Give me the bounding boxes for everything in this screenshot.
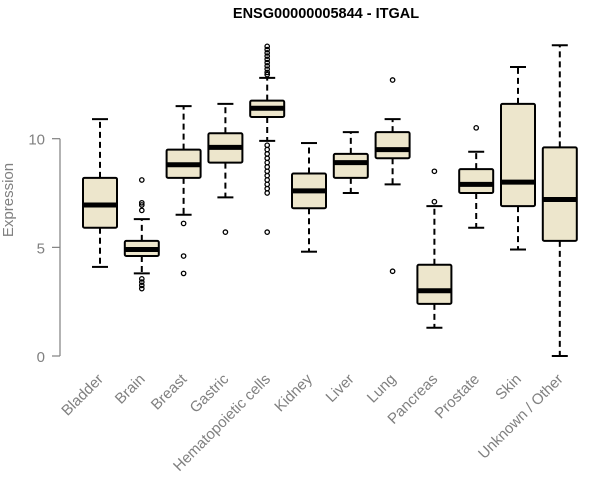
outlier-point bbox=[138, 276, 145, 282]
outlier-point bbox=[180, 253, 187, 259]
outlier-point bbox=[264, 63, 271, 69]
box-iqr bbox=[416, 263, 453, 305]
x-tick-label: Prostate bbox=[431, 371, 483, 423]
box-hematopoietic-cells bbox=[249, 43, 286, 235]
box-lung bbox=[374, 77, 411, 275]
outlier-point bbox=[138, 202, 145, 208]
outlier-point bbox=[180, 270, 187, 277]
outlier-point bbox=[138, 207, 145, 214]
outlier-point bbox=[222, 229, 229, 235]
box-iqr bbox=[458, 168, 495, 195]
outlier-point bbox=[138, 199, 145, 206]
box-brain bbox=[123, 177, 160, 292]
outlier-point bbox=[264, 66, 271, 73]
outlier-point bbox=[180, 220, 187, 227]
y-tick-label: 0 bbox=[37, 349, 45, 366]
outlier-point bbox=[431, 168, 438, 175]
box-skin bbox=[500, 65, 536, 251]
outlier-point bbox=[138, 285, 145, 292]
x-tick-label: Breast bbox=[148, 370, 191, 413]
box-iqr bbox=[332, 152, 369, 179]
y-tick-label: 5 bbox=[37, 240, 45, 257]
box-iqr bbox=[500, 102, 536, 208]
box-liver bbox=[332, 131, 369, 195]
x-tick-label: Brain bbox=[112, 371, 149, 408]
outlier-point bbox=[264, 142, 271, 149]
y-axis: 0 5 10 bbox=[28, 132, 61, 366]
x-tick-label: Kidney bbox=[271, 370, 316, 415]
outlier-point bbox=[138, 177, 145, 183]
outlier-point bbox=[264, 229, 271, 235]
box-kidney bbox=[291, 142, 327, 253]
x-tick-label: Liver bbox=[323, 371, 358, 406]
x-tick-label: Lung bbox=[364, 371, 400, 407]
box-prostate bbox=[458, 124, 495, 229]
outlier-point bbox=[264, 69, 271, 76]
y-axis-label: Expression bbox=[0, 163, 17, 237]
outlier-point bbox=[264, 50, 271, 56]
x-tick-label: Bladder bbox=[58, 371, 107, 420]
box-unknown-other bbox=[541, 44, 578, 357]
box-breast bbox=[165, 105, 202, 277]
y-tick-label: 10 bbox=[28, 132, 45, 149]
outlier-point bbox=[264, 59, 271, 66]
outlier-point bbox=[264, 56, 271, 63]
outlier-point bbox=[138, 282, 145, 289]
outlier-point bbox=[264, 43, 271, 50]
x-tick-label: Skin bbox=[492, 371, 525, 404]
outlier-point bbox=[473, 124, 480, 131]
outlier-point bbox=[264, 53, 271, 59]
outlier-point bbox=[138, 279, 145, 285]
box-pancreas bbox=[416, 168, 453, 329]
box-gastric bbox=[207, 102, 244, 235]
outlier-point bbox=[389, 77, 396, 83]
box-bladder bbox=[82, 118, 118, 268]
outlier-point bbox=[389, 268, 396, 275]
box-iqr bbox=[374, 131, 411, 160]
outlier-point bbox=[264, 71, 271, 78]
outlier-point bbox=[431, 198, 438, 205]
outlier-point bbox=[264, 46, 271, 53]
box-iqr bbox=[541, 146, 578, 242]
boxes bbox=[82, 43, 578, 357]
chart-title: ENSG00000005844 - ITGAL bbox=[232, 6, 420, 22]
